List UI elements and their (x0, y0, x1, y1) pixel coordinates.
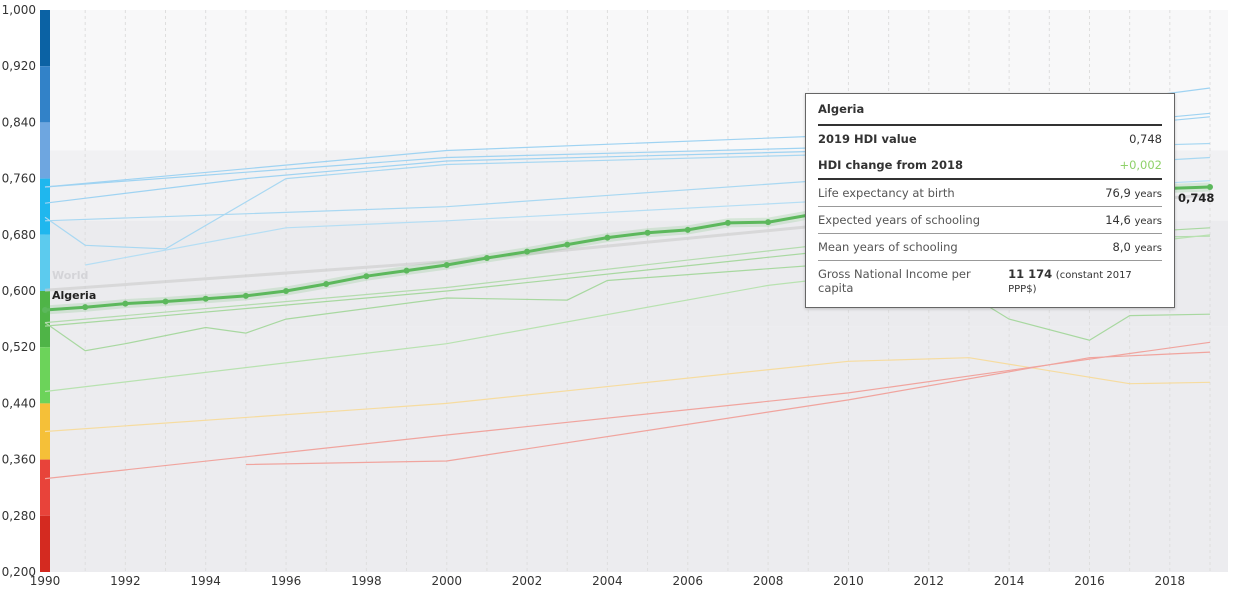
indicator-label: Life expectancy at birth (818, 186, 955, 200)
x-tick-label: 2008 (753, 574, 784, 588)
country-series-line (44, 255, 1211, 352)
indicator-label: Gross National Income per capita (818, 267, 971, 295)
indicator-unit: (constant 2017 PPP$) (1008, 270, 1132, 295)
algeria-data-point (564, 241, 571, 248)
country-series-line (44, 357, 1211, 433)
algeria-data-point (363, 273, 370, 280)
algeria-end-value: 0,748 (1178, 191, 1214, 205)
x-tick-label: 1996 (271, 574, 302, 588)
algeria-data-point (604, 234, 611, 241)
y-tick-label: 0,840 (2, 115, 36, 129)
y-tick-label: 0,920 (2, 59, 36, 73)
algeria-data-point (1207, 184, 1213, 191)
y-tick-label: 0,520 (2, 340, 36, 354)
y-tick-label: 0,680 (2, 228, 36, 242)
indicator-unit: years (1134, 189, 1162, 200)
algeria-data-point (82, 304, 89, 311)
color-scale-segment (40, 347, 50, 404)
algeria-data-point (42, 306, 48, 313)
color-scale-segment (40, 291, 50, 348)
y-tick-label: 0,200 (2, 565, 36, 579)
y-tick-label: 0,360 (2, 453, 36, 467)
y-tick-label: 0,440 (2, 396, 36, 410)
tooltip-country: Algeria (818, 100, 1162, 126)
algeria-data-point (443, 262, 450, 269)
algeria-data-point (162, 298, 169, 305)
indicator-row: Gross National Income per capita 11 174 (… (818, 261, 1162, 301)
algeria-data-point (483, 254, 490, 261)
y-tick-label: 0,600 (2, 284, 36, 298)
y-tick-label: 0,760 (2, 172, 36, 186)
hdi-change-row: HDI change from 2018 +0,002 (818, 152, 1162, 180)
x-tick-label: 2012 (914, 574, 945, 588)
indicator-row: Expected years of schooling 14,6 years (818, 207, 1162, 234)
x-tick-label: 1998 (351, 574, 382, 588)
color-scale-segment (40, 515, 50, 572)
color-scale-segment (40, 122, 50, 179)
country-series-line (44, 341, 1211, 480)
y-tick-label: 0,280 (2, 509, 36, 523)
algeria-data-point (242, 292, 249, 299)
x-tick-label: 1992 (110, 574, 141, 588)
world-label: World (52, 269, 88, 282)
indicator-value: 14,6 (1105, 213, 1131, 227)
indicator-label: Mean years of schooling (818, 240, 958, 254)
x-tick-label: 2000 (431, 574, 462, 588)
algeria-data-point (724, 219, 731, 226)
country-tooltip: Algeria 2019 HDI value 0,748 HDI change f… (805, 93, 1175, 308)
algeria-data-point (644, 229, 651, 236)
x-tick-label: 2010 (833, 574, 864, 588)
hdi-change-label: HDI change from 2018 (818, 158, 964, 172)
x-tick-label: 2002 (512, 574, 543, 588)
indicator-unit: years (1134, 243, 1162, 254)
indicator-value: 8,0 (1112, 240, 1131, 254)
algeria-data-point (202, 295, 209, 302)
color-scale-segment (40, 178, 50, 235)
indicator-row: Mean years of schooling 8,0 years (818, 234, 1162, 261)
hdi-value-label: 2019 HDI value (818, 132, 917, 146)
algeria-data-point (323, 280, 330, 287)
hdi-change-value: +0,002 (1119, 158, 1162, 172)
hdi-band (45, 326, 1228, 572)
indicator-row: Life expectancy at birth 76,9 years (818, 180, 1162, 207)
x-tick-label: 2014 (994, 574, 1025, 588)
y-tick-label: 1,000 (2, 3, 36, 17)
indicator-label: Expected years of schooling (818, 213, 981, 227)
color-scale-segment (40, 66, 50, 123)
algeria-label: Algeria (52, 289, 96, 302)
color-scale-segment (40, 10, 50, 67)
color-scale-segment (40, 459, 50, 516)
indicator-value: 11 174 (1008, 267, 1053, 281)
algeria-data-point (403, 267, 410, 274)
algeria-data-point (684, 226, 691, 233)
algeria-data-point (122, 300, 129, 307)
indicator-unit: years (1134, 216, 1162, 227)
x-tick-label: 1990 (30, 574, 61, 588)
x-tick-label: 2004 (592, 574, 623, 588)
x-tick-label: 1994 (190, 574, 221, 588)
algeria-data-point (283, 288, 290, 294)
algeria-data-point (524, 248, 531, 255)
algeria-data-point (765, 219, 772, 226)
indicator-value: 76,9 (1105, 186, 1131, 200)
x-tick-label: 2018 (1155, 574, 1186, 588)
color-scale-segment (40, 234, 50, 291)
country-series-line (245, 351, 1211, 466)
x-tick-label: 2016 (1074, 574, 1105, 588)
x-tick-label: 2006 (672, 574, 703, 588)
hdi-value: 0,748 (1129, 132, 1162, 146)
hdi-value-row: 2019 HDI value 0,748 (818, 126, 1162, 152)
